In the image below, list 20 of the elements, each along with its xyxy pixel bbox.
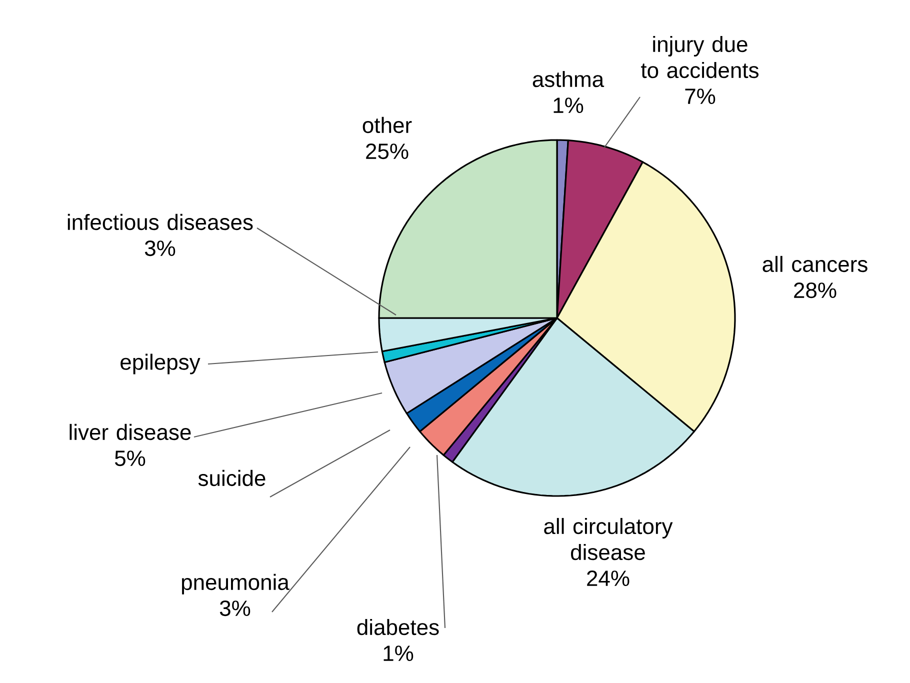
slice-label: all circulatory disease	[544, 518, 673, 560]
slice-label: diabetes	[357, 618, 439, 636]
data-label: 3%	[144, 240, 176, 256]
data-label: 1%	[384, 646, 414, 662]
data-label: 25%	[366, 143, 408, 160]
slice-label: infectious diseases	[68, 214, 253, 230]
slice-label: asthma	[532, 70, 604, 88]
data-label: 1%	[554, 98, 584, 114]
slice-label: liver disease	[70, 424, 191, 440]
slice-label: other	[362, 116, 412, 134]
data-label: 24%	[587, 570, 630, 586]
data-label: 5%	[114, 450, 146, 466]
slice-label: epilepsy	[120, 354, 200, 374]
data-label: 28%	[794, 282, 836, 298]
slice-label: suicide	[198, 470, 266, 486]
slice-label: pneumonia	[182, 574, 290, 594]
slice-label: all cancers	[762, 256, 868, 272]
slice-label: injury due to accidents	[641, 36, 759, 78]
data-label: 7%	[685, 88, 716, 104]
data-label: 3%	[220, 600, 250, 616]
